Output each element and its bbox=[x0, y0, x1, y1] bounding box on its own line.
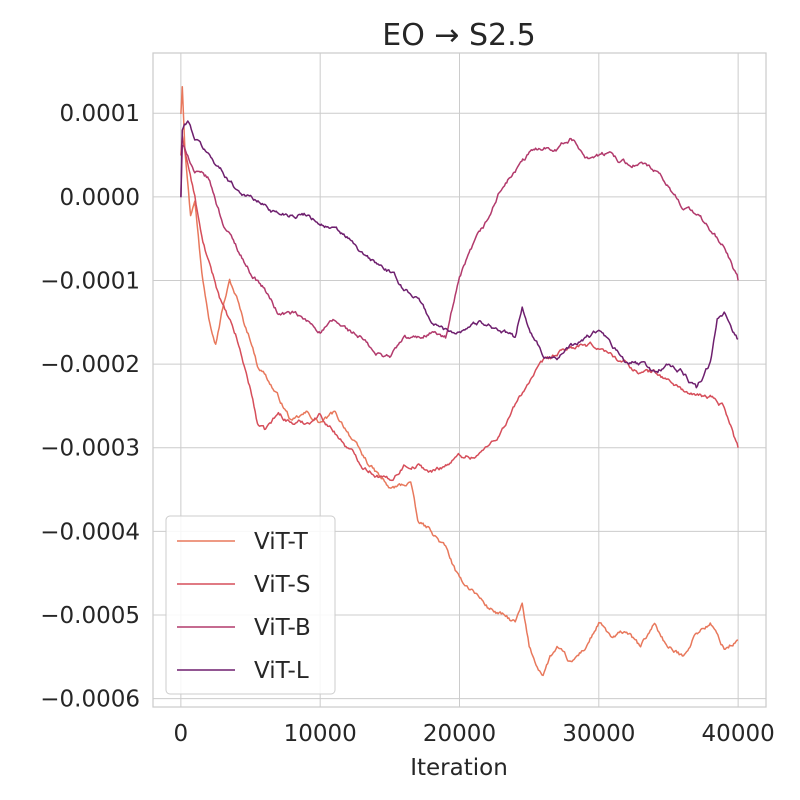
y-tick-label: −0.0001 bbox=[40, 268, 140, 294]
legend-label: ViT-T bbox=[254, 529, 309, 555]
legend-label: ViT-L bbox=[254, 658, 309, 684]
y-tick-label: 0.0000 bbox=[60, 185, 140, 211]
y-tick-label: −0.0005 bbox=[40, 603, 140, 629]
y-tick-labels: 0.0001 0.0000 −0.0001 −0.0002 −0.0003 −0.0004… bbox=[40, 101, 140, 712]
legend-label: ViT-B bbox=[254, 615, 311, 641]
x-tick-label: 0 bbox=[174, 721, 189, 747]
axes-border bbox=[152, 52, 767, 708]
legend: ViT-T ViT-S ViT-B ViT-L bbox=[165, 515, 336, 695]
x-tick-labels: 0 10000 20000 30000 40000 bbox=[174, 721, 775, 747]
y-tick-label: 0.0001 bbox=[60, 101, 140, 127]
y-tick-label: −0.0002 bbox=[40, 352, 140, 378]
series-line-vit-l bbox=[180, 120, 739, 389]
chart-title: EO → S2.5 bbox=[382, 18, 536, 53]
x-tick-label: 40000 bbox=[702, 721, 775, 747]
x-axis-label: Iteration bbox=[410, 755, 508, 781]
y-gridlines bbox=[153, 112, 766, 700]
x-tick-label: 20000 bbox=[423, 721, 496, 747]
x-tick-label: 10000 bbox=[284, 721, 357, 747]
series-line-vit-b bbox=[180, 137, 739, 359]
y-tick-label: −0.0006 bbox=[40, 687, 140, 713]
legend-box bbox=[165, 515, 336, 695]
y-tick-label: −0.0003 bbox=[40, 436, 140, 462]
series-layer bbox=[180, 85, 739, 677]
x-tick-label: 30000 bbox=[562, 721, 635, 747]
legend-label: ViT-S bbox=[254, 572, 310, 598]
series-line-vit-t bbox=[180, 85, 739, 677]
series-line-vit-s bbox=[180, 135, 739, 482]
y-tick-label: −0.0004 bbox=[40, 519, 140, 545]
